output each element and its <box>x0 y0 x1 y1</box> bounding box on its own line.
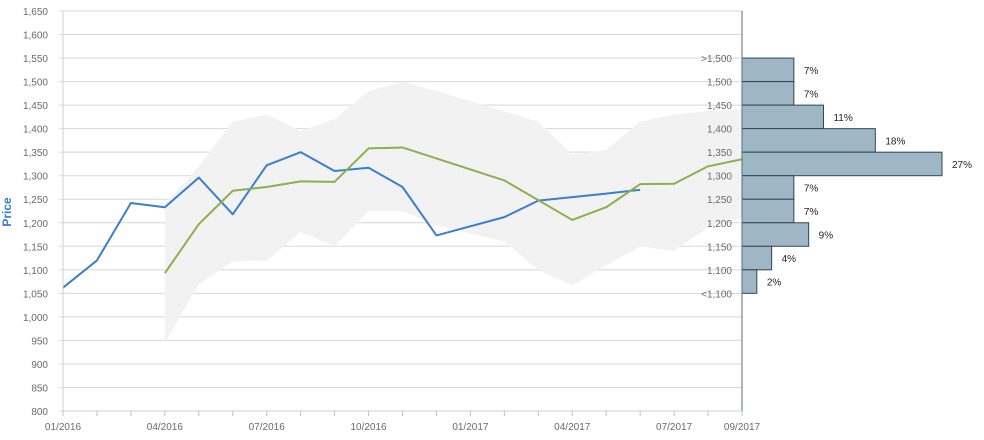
y-tick-label: 1,500 <box>23 78 48 89</box>
distribution-bin-label: <1,100 <box>701 289 732 300</box>
y-tick-label: 1,550 <box>23 54 48 65</box>
y-tick-label: 1,200 <box>23 219 48 230</box>
distribution-pct-label: 7% <box>804 66 819 77</box>
distribution-pct-label: 4% <box>782 254 797 265</box>
distribution-bar <box>741 57 795 83</box>
distribution-pct-label: 7% <box>804 89 819 100</box>
range-band-area <box>164 81 743 343</box>
distribution-bin-label: 1,500 <box>707 78 732 89</box>
y-tick-label: 950 <box>31 336 48 347</box>
distribution-histogram: 7% >1,500 7% 1,500 11% 1,450 18% 1,400 27% 1,350 7… <box>701 54 972 300</box>
distribution-bar <box>741 269 758 294</box>
y-tick-label: 1,050 <box>23 289 48 300</box>
distribution-bin-label: 1,400 <box>707 125 732 136</box>
series-lines <box>62 146 743 289</box>
series-line <box>62 151 641 289</box>
distribution-bar <box>741 198 795 224</box>
distribution-bin-label: 1,150 <box>707 242 732 253</box>
distribution-bar <box>741 104 824 130</box>
distribution-bin-label: 1,250 <box>707 195 732 206</box>
y-tick-label: 850 <box>31 383 48 394</box>
distribution-bin-label: >1,500 <box>701 54 732 65</box>
x-tick-labels: 01/2016 04/2016 07/2016 10/2016 01/2017 04/20… <box>45 422 761 433</box>
y-tick-label: 1,400 <box>23 125 48 136</box>
distribution-pct-label: 18% <box>885 136 905 147</box>
y-tick-label: 1,300 <box>23 172 48 183</box>
distribution-bar <box>741 151 943 177</box>
y-tick-label: 1,150 <box>23 242 48 253</box>
y-tick-label: 1,650 <box>23 7 48 18</box>
x-tick-label: 07/2016 <box>249 422 286 433</box>
x-tick-label: 10/2016 <box>350 422 387 433</box>
distribution-bin-label: 1,200 <box>707 219 732 230</box>
distribution-bar <box>741 222 810 247</box>
distribution-pct-label: 11% <box>833 113 852 124</box>
x-tick-label: 07/2017 <box>656 422 693 433</box>
y-tick-label: 800 <box>31 407 48 418</box>
distribution-pct-label: 7% <box>804 183 819 194</box>
distribution-bin-label: 1,450 <box>707 101 732 112</box>
distribution-pct-label: 9% <box>819 231 834 242</box>
distribution-bin-label: 1,300 <box>707 172 732 183</box>
y-tick-label: 1,250 <box>23 195 48 206</box>
y-tick-labels: 800 850 900 950 1,000 1,050 1,100 1,150 1,200 1,2… <box>23 7 48 418</box>
y-tick-label: 1,450 <box>23 101 48 112</box>
distribution-bar <box>741 128 876 153</box>
distribution-bar <box>741 245 773 271</box>
y-tick-label: 1,350 <box>23 148 48 159</box>
distribution-pct-label: 27% <box>952 160 972 171</box>
y-tick-label: 1,100 <box>23 266 48 277</box>
y-tick-label: 1,000 <box>23 313 48 324</box>
x-tick-label: 04/2016 <box>147 422 184 433</box>
axes <box>62 11 743 416</box>
range-band <box>164 81 743 343</box>
distribution-bar <box>741 175 795 200</box>
distribution-pct-label: 2% <box>767 278 782 289</box>
y-axis-label: Price <box>0 197 14 227</box>
distribution-bar <box>741 81 795 106</box>
x-tick-label: 01/2017 <box>452 422 489 433</box>
distribution-bin-label: 1,100 <box>707 266 732 277</box>
series-line <box>164 146 743 274</box>
distribution-bin-label: 1,350 <box>707 148 732 159</box>
y-tick-label: 1,600 <box>23 31 48 42</box>
distribution-pct-label: 7% <box>804 207 819 218</box>
x-tick-label: 01/2016 <box>45 422 82 433</box>
x-tick-label: 04/2017 <box>554 422 591 433</box>
y-tick-label: 900 <box>31 360 48 371</box>
x-tick-label: 09/2017 <box>724 422 761 433</box>
